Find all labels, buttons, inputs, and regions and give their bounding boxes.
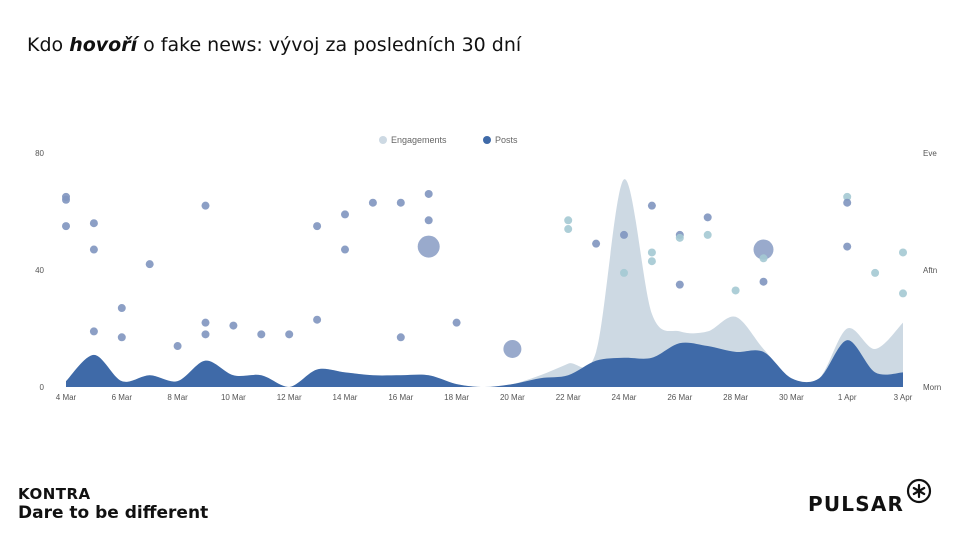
series-area-engagements [66,179,903,387]
asterisk-circle-icon [907,478,932,504]
scatter-point[interactable] [341,245,349,254]
y-tick-label: 40 [35,266,44,275]
x-tick-label: 1 Apr [838,393,857,402]
scatter-dots [62,189,907,358]
x-tick-label: 30 Mar [779,393,804,402]
scatter-point[interactable] [229,321,238,330]
scatter-point[interactable] [117,333,126,342]
y-tick-label: 80 [35,149,44,158]
x-tick-label: 18 Mar [444,393,469,402]
y-right-tick-label: Eve [923,149,937,158]
scatter-point[interactable] [703,230,712,239]
legend-engagements-swatch [379,136,387,144]
legend-engagements-label[interactable]: Engagements [391,135,447,145]
scatter-point[interactable] [89,219,98,228]
scatter-point[interactable] [424,189,433,198]
y-tick-label: 0 [40,383,45,392]
scatter-point[interactable] [424,216,433,225]
x-tick-label: 22 Mar [556,393,581,402]
scatter-point[interactable] [201,318,210,327]
scatter-point[interactable] [368,198,377,207]
scatter-point[interactable] [843,242,852,251]
kontra-brand: KONTRA Dare to be different [18,485,209,524]
legend-posts-label[interactable]: Posts [495,135,518,145]
scatter-point[interactable] [285,330,294,339]
scatter-point[interactable] [173,342,182,351]
scatter-point[interactable] [647,201,656,210]
scatter-point[interactable] [257,330,266,339]
scatter-point[interactable] [759,254,768,263]
kontra-logo-text: KONTRA [18,485,91,503]
scatter-point[interactable] [201,201,210,210]
x-tick-label: 28 Mar [723,393,748,402]
y-axis-left: 0 40 80 [35,149,44,392]
scatter-point[interactable] [396,198,405,207]
y-axis-right: Morn Aftn Eve [923,149,941,392]
scatter-point[interactable] [871,268,880,277]
scatter-point[interactable] [417,235,440,258]
scatter-point[interactable] [899,248,907,257]
series-area-posts [66,340,903,387]
x-tick-label: 14 Mar [333,393,358,402]
chart: Engagements Posts 0 40 80 Morn Aftn Eve 4 Ma… [35,135,941,402]
scatter-point[interactable] [675,233,684,242]
scatter-point[interactable] [592,239,601,248]
scatter-point[interactable] [759,277,768,286]
scatter-point[interactable] [201,330,210,339]
scatter-point[interactable] [62,195,70,204]
kontra-tagline: Dare to be different [18,503,209,523]
y-right-tick-label: Morn [923,383,941,392]
scatter-point[interactable] [313,222,322,231]
pulsar-logo-text: PULSAR [808,492,905,516]
scatter-point[interactable] [620,230,628,239]
title-prefix: Kdo [27,34,70,56]
slide-title: Kdo hovoří o fake news: vývoj za posledn… [27,34,521,56]
scatter-point[interactable] [899,289,907,298]
areas [66,179,903,387]
x-tick-label: 3 Apr [894,393,913,402]
x-tick-label: 16 Mar [388,393,413,402]
scatter-point[interactable] [89,327,98,336]
x-tick-label: 12 Mar [277,393,302,402]
scatter-point[interactable] [647,257,656,266]
x-tick-label: 20 Mar [500,393,525,402]
scatter-point[interactable] [341,210,349,219]
scatter-point[interactable] [620,268,628,277]
scatter-point[interactable] [89,245,98,254]
scatter-point[interactable] [564,216,573,225]
y-right-tick-label: Aftn [923,266,937,275]
pulsar-brand: PULSAR [808,478,932,516]
scatter-point[interactable] [313,315,322,324]
title-emphasis: hovoří [69,34,138,56]
legend-posts-swatch [483,136,491,144]
x-tick-label: 26 Mar [667,393,692,402]
scatter-point[interactable] [647,248,656,257]
scatter-point[interactable] [675,280,684,289]
x-tick-label: 10 Mar [221,393,246,402]
scatter-point[interactable] [396,333,405,342]
x-tick-label: 4 Mar [56,393,77,402]
scatter-point[interactable] [731,286,740,295]
scatter-point[interactable] [703,213,712,222]
scatter-point[interactable] [843,192,852,201]
scatter-point[interactable] [452,318,461,327]
scatter-point[interactable] [753,239,774,260]
scatter-point[interactable] [564,225,573,234]
x-tick-label: 24 Mar [612,393,637,402]
scatter-point[interactable] [62,222,70,231]
x-axis: 4 Mar 6 Mar 8 Mar 10 Mar 12 Mar 14 Mar 16 Mar 1… [56,393,913,402]
scatter-point[interactable] [145,260,154,269]
legend: Engagements Posts [379,135,518,145]
x-tick-label: 8 Mar [167,393,188,402]
title-suffix: o fake news: vývoj za posledních 30 dní [137,34,522,56]
scatter-point[interactable] [503,339,522,358]
scatter-point[interactable] [843,198,852,207]
scatter-point[interactable] [117,304,126,313]
x-tick-label: 6 Mar [112,393,133,402]
